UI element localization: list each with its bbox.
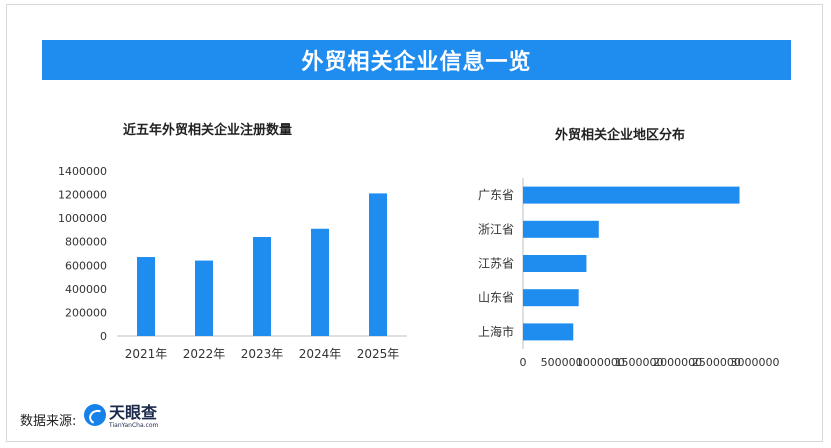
x-tick-label: 2021年 [125,347,168,361]
x-tick-label: 3000000 [731,356,780,369]
left-chart-title: 近五年外贸相关企业注册数量 [122,123,292,138]
x-tick-label: 0 [520,356,527,369]
y-tick-label: 600000 [65,259,107,272]
y-tick-label: 200000 [65,306,107,319]
bar [523,255,587,272]
bar [137,257,155,336]
x-tick-label: 2024年 [299,347,342,361]
logo-name: 天眼查 [109,403,158,422]
x-tick-label: 2000000 [653,356,702,369]
bar [523,220,599,238]
y-category-label: 浙江省 [478,222,514,236]
y-tick-label: 1200000 [58,189,107,202]
y-tick-label: 0 [100,330,107,343]
y-category-label: 江苏省 [478,257,514,271]
bar [523,289,579,307]
y-tick-label: 1000000 [58,212,107,225]
x-tick-label: 1000000 [576,356,625,369]
y-category-label: 山东省 [478,291,514,305]
bar [523,323,574,341]
bar [195,260,213,336]
x-tick-label: 2025年 [357,347,400,361]
bar [253,237,271,336]
title-banner: 外贸相关企业信息一览 [42,40,791,80]
bar [311,228,329,336]
tianyancha-logo-icon [84,404,106,426]
tianyancha-logo: 天眼查 TianYanCha.com [84,404,158,429]
bar [523,186,740,204]
page-title: 外贸相关企业信息一览 [301,50,532,75]
y-tick-label: 1400000 [58,165,107,178]
right-chart-title: 外贸相关企业地区分布 [554,128,685,143]
x-tick-label: 2023年 [241,347,284,361]
x-tick-label: 2500000 [692,356,741,369]
x-tick-label: 2022年 [183,347,226,361]
logo-subtitle: TianYanCha.com [109,422,159,429]
x-tick-label: 500000 [541,356,583,369]
x-tick-label: 1500000 [615,356,664,369]
y-category-label: 广东省 [478,188,514,202]
y-category-label: 上海市 [478,324,514,339]
y-tick-label: 800000 [65,236,107,249]
bar [369,193,387,336]
source-label: 数据来源: [20,414,77,429]
y-tick-label: 400000 [65,283,107,296]
